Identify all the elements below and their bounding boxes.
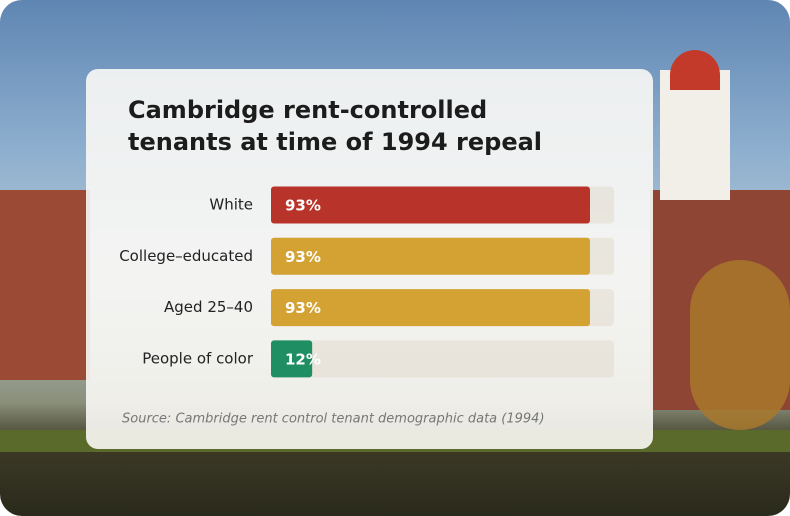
bar (271, 289, 590, 327)
value-label: 93% (285, 248, 321, 266)
bar (271, 340, 313, 378)
source-note: Source: Cambridge rent control tenant de… (122, 412, 545, 427)
value-label: 93% (285, 299, 321, 317)
dome (670, 50, 720, 90)
category-label: Aged 25–40 (164, 298, 253, 316)
category-label: College–educated (119, 247, 253, 265)
bar-track (271, 340, 614, 378)
building-left (0, 190, 90, 380)
chart-title: Cambridge rent-controlled tenants at tim… (128, 96, 543, 156)
value-label: 12% (285, 350, 321, 368)
category-label: White (209, 196, 253, 214)
value-label: 93% (285, 197, 321, 215)
tree (690, 260, 790, 430)
bar (271, 237, 590, 275)
tower (660, 70, 730, 200)
bar (271, 186, 590, 224)
category-label: People of color (142, 349, 254, 367)
